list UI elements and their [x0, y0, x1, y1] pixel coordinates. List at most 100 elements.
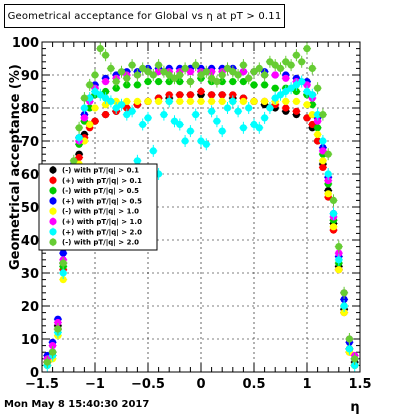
data-point: [229, 78, 237, 86]
data-point: [340, 289, 348, 297]
data-point: [335, 256, 343, 264]
legend-label: (+) with pT/|q| > 1.0: [62, 218, 142, 227]
data-point: [239, 78, 247, 86]
data-point: [160, 68, 168, 76]
data-point: [208, 97, 216, 105]
data-point: [186, 78, 194, 86]
data-point: [292, 97, 300, 105]
data-point: [59, 269, 67, 277]
data-point: [123, 81, 131, 89]
data-point: [276, 64, 285, 72]
data-point: [133, 81, 141, 89]
data-point: [155, 68, 163, 76]
data-point: [335, 266, 343, 274]
series-layer: [43, 42, 359, 372]
legend-label: (-) with pT/|q| > 0.1: [62, 167, 139, 176]
data-point: [123, 104, 131, 112]
data-point: [292, 107, 300, 115]
data-point: [250, 81, 258, 89]
data-point: [314, 111, 322, 119]
data-point: [329, 223, 338, 231]
data-point: [282, 97, 290, 105]
data-point: [197, 97, 205, 105]
data-point: [314, 137, 322, 145]
data-point: [340, 295, 348, 303]
data-point: [261, 97, 269, 105]
data-point: [128, 61, 136, 69]
data-point: [298, 78, 306, 86]
data-point: [329, 210, 338, 218]
data-point: [303, 87, 311, 96]
y-tick-label: 30: [21, 267, 39, 282]
data-point: [112, 78, 120, 86]
data-point: [192, 61, 200, 69]
data-point: [80, 114, 88, 122]
data-point: [308, 64, 316, 72]
data-point: [49, 348, 57, 356]
data-point: [75, 134, 83, 142]
data-point: [102, 78, 110, 86]
data-point: [186, 97, 194, 105]
data-point: [345, 345, 353, 353]
data-point: [181, 64, 189, 72]
y-tick-label: 90: [21, 69, 39, 84]
data-point: [133, 97, 141, 105]
data-point: [208, 91, 216, 99]
data-point: [86, 94, 94, 102]
data-point: [160, 111, 168, 119]
data-point: [319, 137, 327, 145]
data-point: [340, 309, 348, 317]
data-point: [250, 68, 258, 76]
data-point: [54, 325, 62, 333]
data-point: [271, 61, 279, 69]
data-point: [176, 71, 184, 79]
data-point: [239, 97, 247, 105]
x-tick-layer: −1.5 −1 −0.5 0 0.5 1 1.5: [25, 42, 372, 392]
data-point: [271, 71, 279, 79]
data-point: [239, 124, 247, 132]
data-point: [176, 97, 184, 105]
data-point: [86, 104, 94, 112]
data-point: [176, 120, 184, 129]
data-point: [102, 111, 110, 119]
legend-label: (+) with pT/|q| > 2.0: [62, 228, 142, 237]
legend-label: (-) with pT/|q| > 1.0: [62, 208, 139, 217]
y-tick-label: 80: [21, 102, 39, 117]
data-point: [308, 120, 316, 129]
data-point: [239, 68, 247, 76]
data-point: [234, 71, 242, 79]
data-point: [107, 97, 115, 105]
data-point: [308, 101, 316, 109]
data-point: [292, 87, 300, 96]
data-point: [75, 124, 83, 132]
data-point: [271, 94, 279, 102]
data-point: [271, 84, 279, 92]
data-point: [234, 107, 242, 115]
data-point: [112, 104, 120, 112]
data-point: [303, 45, 311, 53]
data-point: [255, 64, 263, 72]
data-point: [329, 196, 338, 204]
data-point: [102, 101, 110, 109]
data-point: [144, 114, 152, 122]
data-point: [123, 97, 131, 105]
data-point: [314, 130, 322, 138]
data-point: [197, 137, 205, 145]
data-point: [261, 81, 269, 89]
data-point: [292, 81, 300, 89]
data-point: [176, 78, 184, 86]
x-tick-label: −1: [85, 377, 105, 392]
data-point: [144, 78, 152, 86]
legend: (-) with pT/|q| > 0.1(+) with pT/|q| > 0…: [38, 163, 158, 251]
data-point: [86, 120, 94, 129]
y-tick-label: 100: [12, 36, 39, 51]
data-point: [208, 107, 216, 115]
data-point: [287, 61, 295, 69]
data-point: [133, 71, 141, 79]
chart-title: Geometrical acceptance for Global vs η a…: [7, 10, 282, 22]
data-point: [319, 157, 327, 165]
y-tick-layer: 0 10 20 30 40 50 60 70 80 90 100: [12, 36, 360, 381]
x-tick-label: 1.5: [348, 377, 371, 392]
data-point: [340, 302, 348, 310]
y-tick-label: 0: [30, 366, 39, 381]
